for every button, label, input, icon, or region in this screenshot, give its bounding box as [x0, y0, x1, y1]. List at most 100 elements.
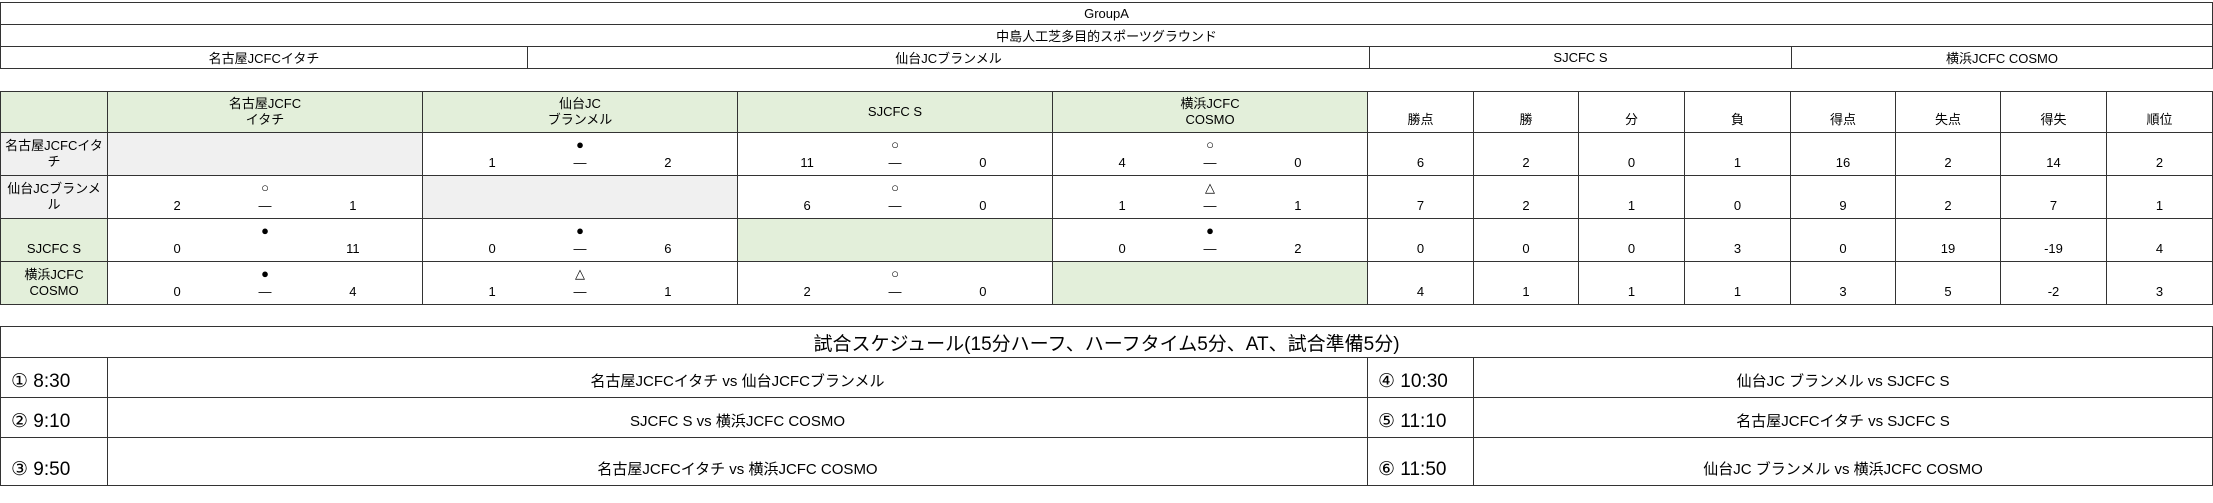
self-match-cell: [422, 175, 738, 219]
match-pairing: 仙台JC ブランメル vs 横浜JCFC COSMO: [1472, 437, 2213, 486]
stat-value: 1: [1684, 261, 1791, 305]
stat-header: 分: [1578, 91, 1685, 133]
stat-value: 2: [1473, 175, 1579, 219]
group-title: GroupA: [0, 2, 2213, 25]
match-pairing: 名古屋JCFCイタチ vs SJCFC S: [1472, 397, 2213, 438]
row-team-name: 名古屋JCFCイタチ: [0, 132, 108, 176]
team-name-line2: SJCFC S: [867, 104, 923, 119]
stat-value: 0: [1578, 132, 1685, 176]
standings-table: 名古屋JCFC イタチ 仙台JC ブランメル SJCFC S 横浜JCFC COSMO 勝点勝…: [0, 91, 2213, 305]
stat-value: 1: [1578, 261, 1685, 305]
match-pairing: 名古屋JCFCイタチ vs 仙台JCFCブランメル: [107, 357, 1368, 398]
match-time: ③ 9:50: [0, 437, 108, 486]
goals-against: 1: [1294, 198, 1302, 213]
match-result-cell: ○ 2 — 0: [737, 261, 1053, 305]
stat-value: 4: [1367, 261, 1474, 305]
team-name-line1: 仙台JC: [559, 96, 601, 111]
goals-for: 6: [803, 198, 811, 213]
stat-value: 3: [1684, 218, 1791, 262]
stat-value: 2: [1895, 132, 2001, 176]
team-name-line1: 横浜JCFC: [1180, 96, 1240, 111]
goals-against: 11: [346, 241, 360, 256]
match-result-cell: ● 0 — 4: [107, 261, 423, 305]
stat-header: 負: [1684, 91, 1791, 133]
match-result-cell: △ 1 — 1: [1052, 175, 1368, 219]
team-name-line2: ブランメル: [547, 112, 613, 127]
result-symbol: ○: [891, 266, 899, 281]
row-team-name: SJCFC S: [0, 218, 108, 262]
team-name-line2: イタチ: [245, 112, 285, 127]
team-header: 横浜JCFC COSMO: [1791, 46, 2213, 69]
match-result-cell: ○ 2 — 1: [107, 175, 423, 219]
stat-value: 2: [2106, 132, 2213, 176]
match-time: ④ 10:30: [1367, 357, 1474, 398]
self-match-cell: [1052, 261, 1368, 305]
team-name-line2: COSMO: [1185, 112, 1235, 127]
column-team-header: SJCFC S: [737, 91, 1053, 133]
score-dash: —: [888, 284, 902, 299]
table-row: 横浜JCFC COSMO ● 0—4 △ 1—1 ○ 2—0 4 1 1 1 3 5 -2 3: [0, 261, 2213, 305]
result-symbol: ○: [1206, 137, 1214, 152]
result-symbol: ●: [576, 137, 584, 152]
match-time: ⑤ 11:10: [1367, 397, 1474, 438]
result-symbol: △: [1205, 180, 1215, 195]
score-dash: —: [573, 284, 587, 299]
stat-value: 16: [1790, 132, 1896, 176]
stat-value: 4: [2106, 218, 2213, 262]
stat-value: 6: [1367, 132, 1474, 176]
goals-for: 0: [1118, 241, 1126, 256]
score-dash: —: [573, 155, 587, 170]
goals-against: 0: [979, 284, 987, 299]
goals-against: 4: [349, 284, 357, 299]
match-result-cell: ○ 6 — 0: [737, 175, 1053, 219]
stat-value: 2: [1473, 132, 1579, 176]
score-dash: —: [888, 198, 902, 213]
team-name-line1: 名古屋JCFC: [228, 96, 302, 111]
match-result-cell: ○ 11 — 0: [737, 132, 1053, 176]
stat-value: -2: [2000, 261, 2107, 305]
schedule-row: ② 9:10 SJCFC S vs 横浜JCFC COSMO ⑤ 11:10 名古屋J…: [0, 397, 2213, 438]
column-team-header: 仙台JC ブランメル: [422, 91, 738, 133]
goals-for: 1: [488, 284, 496, 299]
goals-for: 2: [803, 284, 811, 299]
score-dash: —: [888, 155, 902, 170]
result-symbol: ●: [576, 223, 584, 238]
match-time: ⑥ 11:50: [1367, 437, 1474, 486]
column-team-header: 横浜JCFC COSMO: [1052, 91, 1368, 133]
match-result-cell: ○ 4 — 0: [1052, 132, 1368, 176]
group-info-table: GroupA 中島人工芝多目的スポーツグラウンド 名古屋JCFCイタチ 仙台JC…: [0, 2, 2213, 69]
self-match-cell: [107, 132, 423, 176]
stat-value: 1: [2106, 175, 2213, 219]
result-symbol: ●: [1206, 223, 1214, 238]
self-match-cell: [737, 218, 1053, 262]
schedule-title: 試合スケジュール(15分ハーフ、ハーフタイム5分、AT、試合準備5分): [0, 326, 2213, 358]
schedule-row: ① 8:30 名古屋JCFCイタチ vs 仙台JCFCブランメル ④ 10:30 仙台…: [0, 357, 2213, 398]
venue: 中島人工芝多目的スポーツグラウンド: [0, 24, 2213, 47]
goals-for: 4: [1118, 155, 1126, 170]
corner-cell: [0, 91, 108, 133]
goals-against: 2: [664, 155, 672, 170]
stat-header: 勝点: [1367, 91, 1474, 133]
team-header: 名古屋JCFCイタチ: [0, 46, 528, 69]
column-team-header: 名古屋JCFC イタチ: [107, 91, 423, 133]
goals-against: 6: [664, 241, 672, 256]
goals-for: 2: [173, 198, 181, 213]
goals-against: 1: [664, 284, 672, 299]
team-header: SJCFC S: [1369, 46, 1792, 69]
stat-header: 得点: [1790, 91, 1896, 133]
stat-value: 1: [1684, 132, 1791, 176]
score-dash: —: [258, 284, 272, 299]
row-team-name: 横浜JCFC COSMO: [0, 261, 108, 305]
goals-for: 1: [1118, 198, 1126, 213]
stat-value: 7: [2000, 175, 2107, 219]
result-symbol: ○: [891, 137, 899, 152]
stat-value: 0: [1578, 218, 1685, 262]
stat-value: 0: [1367, 218, 1474, 262]
result-symbol: ○: [891, 180, 899, 195]
stat-header: 失点: [1895, 91, 2001, 133]
stat-value: 0: [1790, 218, 1896, 262]
schedule-row: ③ 9:50 名古屋JCFCイタチ vs 横浜JCFC COSMO ⑥ 11:50 仙…: [0, 437, 2213, 486]
score-dash: —: [1203, 155, 1217, 170]
stat-value: 19: [1895, 218, 2001, 262]
match-result-cell: ● 0 — 2: [1052, 218, 1368, 262]
